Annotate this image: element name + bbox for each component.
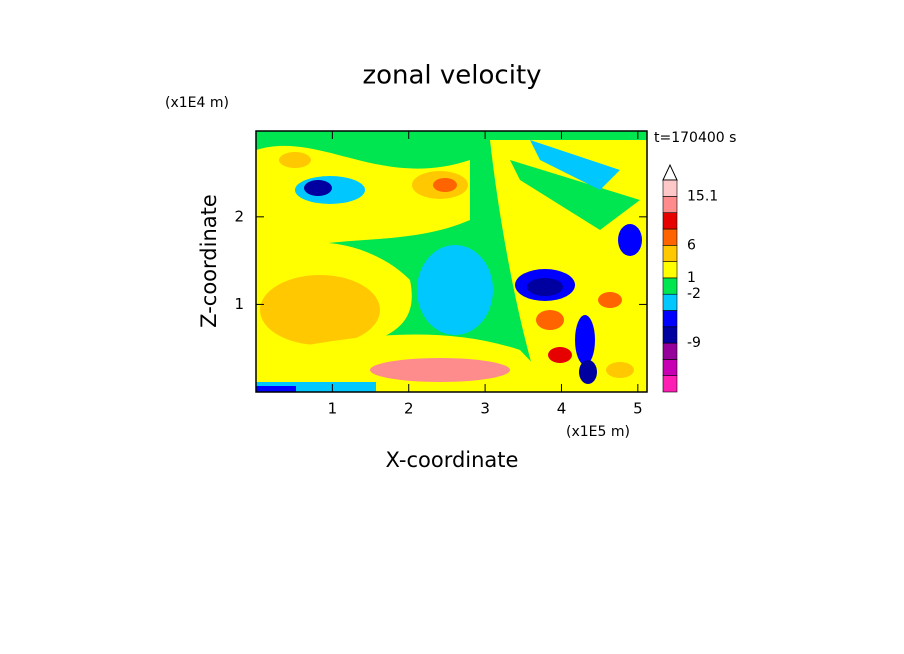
colorbar-band bbox=[662, 277, 678, 295]
colorbar-arrow bbox=[662, 163, 678, 181]
x-unit: (x1E5 m) bbox=[566, 424, 630, 440]
colorbar-band bbox=[662, 245, 678, 262]
colorbar-band bbox=[662, 196, 678, 213]
colorbar-label: 1 bbox=[687, 270, 696, 286]
colorbar-band bbox=[662, 342, 678, 360]
chart-title: zonal velocity bbox=[362, 61, 541, 91]
y-tick-label: 2 bbox=[234, 207, 244, 225]
colorbar-label: -2 bbox=[687, 286, 701, 302]
colorbar-label: 15.1 bbox=[687, 188, 718, 204]
colorbar-label: 6 bbox=[687, 237, 696, 253]
colorbar-label: -9 bbox=[687, 335, 701, 351]
plot-frame bbox=[255, 130, 648, 393]
x-tick-label: 4 bbox=[557, 400, 567, 418]
x-tick-label: 2 bbox=[404, 400, 414, 418]
colorbar-band bbox=[662, 212, 678, 230]
y-unit: (x1E4 m) bbox=[165, 95, 229, 111]
colorbar-band bbox=[662, 359, 678, 376]
colorbar-band bbox=[662, 375, 678, 393]
x-axis-label: X-coordinate bbox=[386, 448, 519, 472]
y-tick-label: 1 bbox=[234, 295, 244, 313]
x-tick-label: 1 bbox=[328, 400, 338, 418]
colorbar-band bbox=[662, 179, 678, 197]
colorbar-band bbox=[662, 228, 678, 246]
colorbar-band bbox=[662, 261, 678, 279]
x-tick-label: 3 bbox=[480, 400, 490, 418]
contour-field bbox=[256, 131, 647, 392]
colorbar-band bbox=[662, 293, 678, 311]
y-axis-label: Z-coordinate bbox=[197, 194, 221, 328]
x-tick-label: 5 bbox=[633, 400, 643, 418]
colorbar-band bbox=[662, 310, 678, 328]
annotation: t=170400 s bbox=[654, 130, 736, 146]
colorbar-band bbox=[662, 326, 678, 344]
